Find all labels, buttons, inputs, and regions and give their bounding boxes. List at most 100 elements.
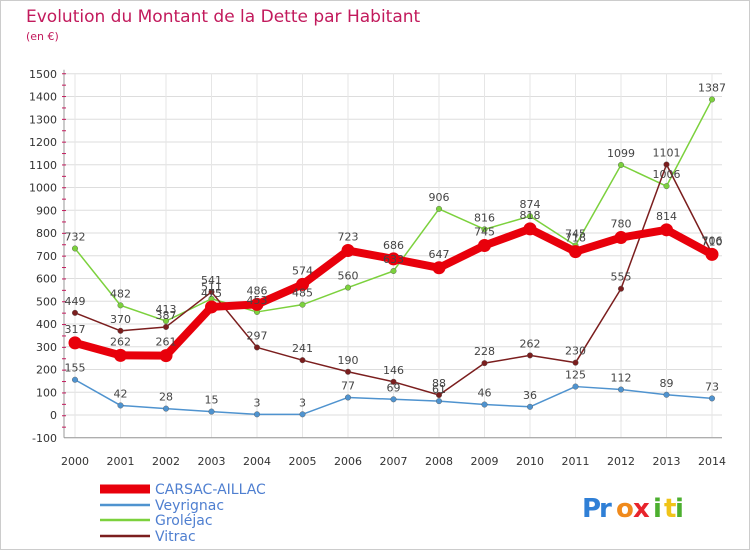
legend-label: CARSAC-AILLAC xyxy=(155,482,266,498)
data-label: 36 xyxy=(523,389,537,402)
x-tick-label: 2008 xyxy=(425,455,453,468)
legend-label: Groléjac xyxy=(155,513,213,529)
data-label: 155 xyxy=(65,362,86,375)
data-label: 874 xyxy=(520,198,541,211)
data-label: 541 xyxy=(201,274,222,287)
data-point xyxy=(114,348,127,362)
x-tick-label: 2011 xyxy=(562,455,590,468)
brand-letter: x xyxy=(633,494,650,524)
data-label: 370 xyxy=(110,313,131,326)
data-point xyxy=(618,285,625,292)
data-label: 732 xyxy=(65,230,86,243)
data-point xyxy=(296,277,309,291)
brand-letter: i xyxy=(675,494,684,524)
data-label: 449 xyxy=(65,295,86,308)
y-axis: -100 0 100 200 300 400 500 600 700 800 900 1000 1100… xyxy=(29,68,66,445)
data-point xyxy=(390,378,397,385)
data-point xyxy=(208,288,215,295)
y-tick-label: 100 xyxy=(36,386,57,399)
data-label: 511 xyxy=(201,281,222,294)
brand-letter: o xyxy=(616,494,634,524)
data-point xyxy=(341,244,355,258)
y-tick-label: 400 xyxy=(36,318,57,331)
data-label: 453 xyxy=(247,294,268,307)
data-label: 482 xyxy=(110,287,131,300)
data-label: 818 xyxy=(520,209,541,222)
data-label: 745 xyxy=(474,226,495,239)
data-point xyxy=(572,383,579,390)
y-tick-label: 200 xyxy=(36,364,57,377)
y-tick-label: 500 xyxy=(36,295,57,308)
data-point xyxy=(117,327,124,334)
data-point xyxy=(709,96,716,103)
y-tick-label: 700 xyxy=(36,250,57,263)
data-label: 262 xyxy=(520,337,541,350)
y-tick-label: 800 xyxy=(36,227,57,240)
y-tick-label: 0 xyxy=(50,409,57,422)
brand-letter: i xyxy=(653,494,662,524)
data-point xyxy=(162,318,169,325)
data-point xyxy=(117,402,124,409)
data-label: 387 xyxy=(156,309,177,322)
x-tick-label: 2000 xyxy=(61,455,89,468)
y-tick-label: 1400 xyxy=(29,91,57,104)
data-point xyxy=(71,376,78,383)
data-point xyxy=(345,284,352,291)
data-label: 706 xyxy=(702,234,723,247)
data-label: 241 xyxy=(292,342,313,355)
data-point xyxy=(68,336,82,350)
data-label: 61 xyxy=(432,383,446,396)
x-tick-label: 2010 xyxy=(516,455,544,468)
data-label: 1101 xyxy=(653,147,681,160)
data-labels: 317 262 261 475 486 574 723 686 647 745 818 718 780 8… xyxy=(65,81,727,409)
data-label: 814 xyxy=(656,210,677,223)
data-point xyxy=(523,222,537,236)
data-point xyxy=(663,183,670,190)
data-point xyxy=(436,398,443,405)
data-label: 73 xyxy=(705,380,719,393)
legend-label: Veyrignac xyxy=(155,498,224,514)
data-point xyxy=(387,252,400,266)
plot-area: -100 0 100 200 300 400 500 600 700 800 900 1000 1100… xyxy=(29,68,726,468)
data-point xyxy=(117,302,124,309)
data-point xyxy=(345,368,352,375)
data-point xyxy=(618,386,625,393)
data-label: 69 xyxy=(387,381,401,394)
data-label: 816 xyxy=(474,211,495,224)
data-label: 1006 xyxy=(653,168,681,181)
chart-title: Evolution du Montant de la Dette par Hab… xyxy=(26,7,421,27)
data-label: 647 xyxy=(429,248,450,261)
y-tick-label: 300 xyxy=(36,341,57,354)
data-point xyxy=(390,396,397,403)
x-tick-label: 2012 xyxy=(607,455,635,468)
data-point xyxy=(205,300,218,314)
data-label: 780 xyxy=(611,218,632,231)
data-label: 261 xyxy=(156,336,177,349)
data-label: 485 xyxy=(292,287,313,300)
data-point xyxy=(709,395,716,402)
data-label: 317 xyxy=(65,323,86,336)
data-point xyxy=(527,352,534,359)
x-tick-label: 2013 xyxy=(653,455,681,468)
data-label: 228 xyxy=(474,345,495,358)
data-label: 906 xyxy=(429,191,450,204)
y-tick-label: 1300 xyxy=(29,113,57,126)
data-label: 745 xyxy=(565,228,586,241)
data-label: 633 xyxy=(383,253,404,266)
data-point xyxy=(432,261,446,275)
data-label: 15 xyxy=(205,394,219,407)
data-label: 1099 xyxy=(607,147,635,160)
data-label: 77 xyxy=(341,379,355,392)
data-point xyxy=(299,301,306,308)
data-point xyxy=(481,360,488,367)
series-points xyxy=(68,96,719,418)
y-tick-label: 1000 xyxy=(29,182,57,195)
data-point xyxy=(390,267,397,274)
data-point xyxy=(253,411,260,418)
data-point xyxy=(663,161,670,168)
data-point xyxy=(253,344,260,351)
brand-letter: r xyxy=(599,494,612,524)
